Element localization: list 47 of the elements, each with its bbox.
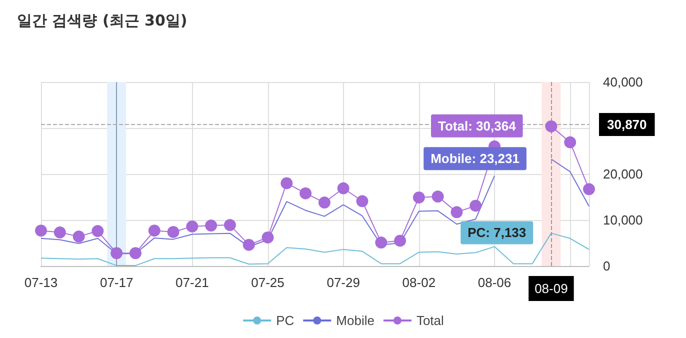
x-tick-label: 07-17 — [100, 275, 134, 290]
y-tick-label: 20,000 — [603, 166, 643, 182]
point — [545, 120, 558, 132]
point — [356, 195, 368, 208]
point — [300, 187, 312, 200]
point — [470, 200, 482, 212]
point — [72, 230, 85, 243]
x-tick-label: 08-06 — [478, 275, 512, 290]
ref-line-label: 30,870 — [607, 117, 647, 132]
point — [375, 236, 388, 249]
x-tick-label: 07-21 — [176, 275, 209, 290]
point — [318, 196, 330, 209]
point — [92, 225, 104, 238]
point — [186, 220, 198, 232]
legend-label: PC — [276, 313, 294, 328]
point — [583, 183, 595, 196]
x-tick-label: 07-13 — [24, 275, 58, 290]
point — [450, 206, 463, 218]
y-tick-label: 10,000 — [603, 212, 643, 228]
x-tick-label: 07-25 — [251, 275, 284, 290]
point — [242, 238, 255, 251]
point — [412, 191, 425, 204]
annotation: Total: 30,364 — [438, 118, 517, 134]
point — [54, 226, 66, 238]
point — [129, 247, 142, 260]
point — [35, 224, 47, 237]
point — [432, 190, 444, 203]
legend-label: Mobile — [336, 313, 374, 328]
x-tick-label: 08-09 — [534, 281, 568, 296]
point — [337, 182, 350, 194]
annotation: PC: 7,133 — [468, 225, 526, 240]
point — [394, 234, 406, 247]
legend-label: Total — [416, 313, 444, 328]
point — [224, 219, 236, 232]
chart-title: 일간 검색량 (최근 30일) — [17, 12, 188, 30]
x-tick-label: 07-29 — [326, 275, 360, 290]
point — [110, 247, 123, 260]
annotation: Mobile: 23,231 — [430, 151, 520, 166]
y-tick-label: 0 — [603, 258, 610, 274]
point — [148, 224, 160, 237]
point — [280, 177, 293, 190]
point — [564, 136, 576, 148]
point — [167, 226, 180, 238]
point — [262, 231, 274, 244]
point — [205, 220, 218, 232]
y-tick-label: 40,000 — [603, 74, 643, 90]
x-tick-label: 08-02 — [402, 275, 436, 290]
